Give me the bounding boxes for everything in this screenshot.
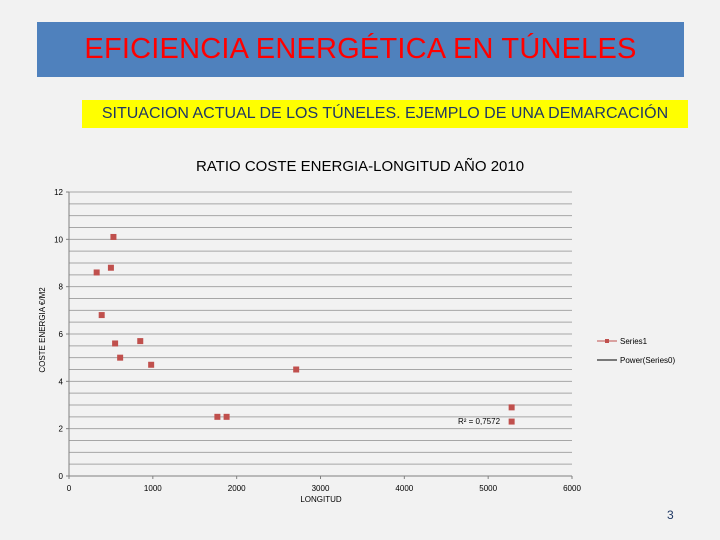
y-tick-label: 0 bbox=[59, 472, 64, 481]
x-tick-label: 5000 bbox=[479, 484, 497, 493]
slide-subtitle: SITUACION ACTUAL DE LOS TÚNELES. EJEMPLO… bbox=[101, 105, 669, 122]
data-point bbox=[293, 366, 300, 373]
y-tick-label: 4 bbox=[59, 377, 64, 386]
y-tick-label: 12 bbox=[54, 188, 63, 197]
data-point bbox=[110, 233, 117, 240]
y-tick-labels: 0 2 4 6 8 10 12 bbox=[54, 188, 69, 481]
x-tick-label: 1000 bbox=[144, 484, 162, 493]
legend: Series1 Power(Series0) bbox=[597, 337, 675, 365]
x-axis-label: LONGITUD bbox=[300, 495, 342, 504]
title-banner: EFICIENCIA ENERGÉTICA EN TÚNELES bbox=[37, 22, 684, 77]
data-point bbox=[137, 338, 144, 345]
y-tick-label: 2 bbox=[59, 425, 64, 434]
y-axis-label: COSTE ENERGIA €/M2 bbox=[38, 287, 47, 373]
r-squared-annotation: R² = 0,7572 bbox=[458, 417, 501, 426]
y-tick-label: 6 bbox=[59, 330, 64, 339]
data-point bbox=[148, 361, 155, 368]
data-point bbox=[112, 340, 119, 347]
data-point bbox=[98, 312, 105, 319]
grid-lines bbox=[69, 191, 572, 465]
data-points bbox=[93, 233, 515, 425]
legend-series1-marker bbox=[605, 339, 609, 343]
x-tick-label: 6000 bbox=[563, 484, 581, 493]
x-tick-label: 0 bbox=[67, 484, 72, 493]
y-tick-label: 10 bbox=[54, 235, 63, 244]
data-point bbox=[223, 413, 230, 420]
x-tick-label: 4000 bbox=[395, 484, 413, 493]
x-tick-label: 2000 bbox=[228, 484, 246, 493]
legend-series1-label: Series1 bbox=[620, 337, 648, 346]
data-point bbox=[107, 264, 114, 271]
chart-title: RATIO COSTE ENERGIA-LONGITUD AÑO 2010 bbox=[195, 158, 525, 175]
y-tick-label: 8 bbox=[59, 283, 64, 292]
legend-power-label: Power(Series0) bbox=[620, 356, 675, 365]
slide-title: EFICIENCIA ENERGÉTICA EN TÚNELES bbox=[84, 33, 637, 65]
subtitle-box: SITUACION ACTUAL DE LOS TÚNELES. EJEMPLO… bbox=[82, 100, 688, 128]
x-tick-label: 3000 bbox=[312, 484, 330, 493]
slide-number: 3 bbox=[667, 508, 674, 522]
data-point bbox=[214, 413, 221, 420]
x-tick-labels: 0 1000 2000 3000 4000 5000 6000 bbox=[67, 476, 581, 493]
data-point bbox=[93, 269, 100, 276]
data-point bbox=[117, 354, 124, 361]
data-point bbox=[508, 418, 515, 425]
data-point bbox=[508, 404, 515, 411]
